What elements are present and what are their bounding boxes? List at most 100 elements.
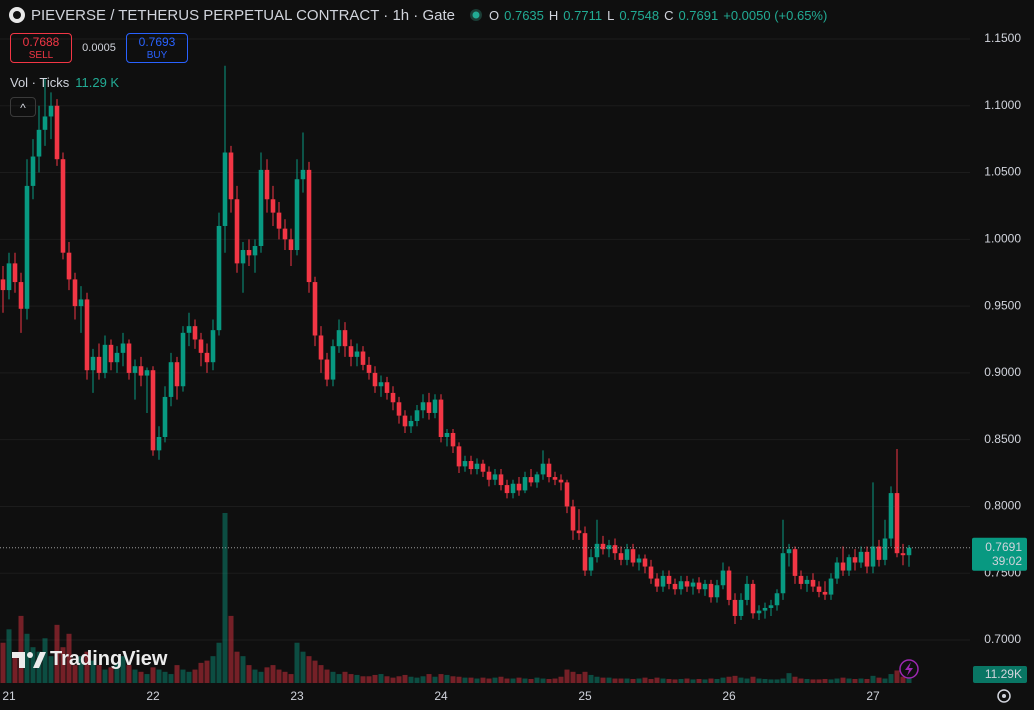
candle-body: [60, 159, 66, 253]
volume-bar: [732, 675, 738, 683]
volume-bar: [306, 656, 312, 683]
ohlc-value: 0.7548: [619, 7, 660, 23]
candle-body: [150, 370, 156, 451]
candle-body: [384, 382, 390, 393]
candle-body: [276, 212, 282, 229]
volume-bar: [756, 678, 762, 683]
ohlc-key: C: [664, 7, 674, 23]
ohlc-value: 0.7635: [504, 7, 544, 23]
volume-bar: [462, 677, 468, 683]
candle-body: [48, 105, 54, 117]
volume-bar: [696, 678, 702, 683]
volume-bar: [42, 638, 48, 683]
volume-bar: [192, 669, 198, 683]
candle-body: [12, 263, 18, 283]
volume-bar: [552, 678, 558, 683]
candle-body: [282, 228, 288, 240]
y-tick-label: 0.9500: [984, 298, 1021, 312]
volume-bar: [372, 674, 378, 683]
candle-body: [198, 339, 204, 353]
candle-body: [372, 372, 378, 387]
volume-bar: [786, 673, 792, 683]
buy-button[interactable]: 0.7693 BUY: [126, 33, 188, 63]
candle-body: [588, 557, 594, 571]
volume-bar: [816, 679, 822, 683]
volume-bar: [906, 677, 912, 683]
volume-bar: [894, 670, 900, 683]
symbol-title[interactable]: PIEVERSE / TETHERUS PERPETUAL CONTRACT ·…: [31, 6, 455, 24]
buy-price: 0.7693: [138, 35, 176, 49]
volume-bar: [282, 671, 288, 683]
candle-body: [798, 575, 804, 584]
volume-bar: [180, 669, 186, 683]
volume-bar: [648, 678, 654, 683]
sell-button[interactable]: 0.7688 SELL: [10, 33, 72, 63]
volume-bar: [18, 615, 24, 683]
candle-body: [618, 553, 624, 560]
volume-bar: [606, 677, 612, 683]
volume-bar: [624, 678, 630, 683]
volume-bar: [48, 656, 54, 683]
volume-bar: [594, 676, 600, 683]
x-tick-label: 26: [722, 689, 736, 703]
change: +0.0050 (+0.65%): [723, 7, 828, 23]
candle-body: [792, 549, 798, 576]
sell-price: 0.7688: [22, 35, 60, 49]
candle-body: [42, 116, 48, 130]
volume-bar: [666, 678, 672, 683]
volume-bar: [342, 671, 348, 683]
candle-body: [138, 366, 144, 376]
x-tick-label: 27: [866, 689, 880, 703]
settings-icon[interactable]: [997, 689, 1011, 703]
volume-bar: [630, 678, 636, 683]
volume-bar: [24, 633, 30, 683]
volume-bar: [84, 651, 90, 683]
candle-body: [648, 566, 654, 579]
volume-bar: [426, 674, 432, 683]
candle-body: [504, 485, 510, 494]
x-tick-label: 24: [434, 689, 448, 703]
collapse-button[interactable]: ^: [10, 97, 36, 117]
candle-body: [66, 252, 72, 280]
volume-bar: [516, 677, 522, 683]
candle-body: [54, 105, 60, 160]
candle-body: [570, 506, 576, 531]
volume-bar: [528, 678, 534, 683]
volume-bar: [378, 674, 384, 683]
volume-axis-label: 11.29K: [985, 667, 1022, 681]
volume-bar: [198, 662, 204, 683]
volume-bar: [420, 676, 426, 683]
volume-bar: [570, 671, 576, 683]
volume-bar: [156, 669, 162, 683]
candle-body: [582, 533, 588, 571]
volume-bar: [204, 660, 210, 683]
volume-bar: [726, 676, 732, 683]
candle-body: [702, 583, 708, 590]
volume-bar: [846, 678, 852, 683]
volume-bar: [162, 671, 168, 683]
volume-bar: [576, 674, 582, 683]
candle-body: [402, 415, 408, 427]
last-price-label: 0.7691: [985, 540, 1022, 554]
volume-bar: [96, 665, 102, 683]
volume-bar: [222, 513, 228, 683]
volume-bar: [876, 677, 882, 683]
candle-body: [828, 578, 834, 595]
x-tick-label: 22: [146, 689, 160, 703]
volume-bar: [780, 678, 786, 683]
ohlc-key: O: [489, 7, 500, 23]
candle-body: [420, 402, 426, 411]
volume-bar: [744, 678, 750, 683]
ohlc-key: H: [548, 7, 559, 23]
ohlc-value: 0.7691: [678, 7, 719, 23]
candle-body: [636, 558, 642, 563]
candle-body: [342, 330, 348, 347]
volume-bar: [618, 678, 624, 683]
candle-body: [714, 585, 720, 598]
candle-body: [840, 562, 846, 571]
candle-body: [498, 474, 504, 486]
candle-body: [270, 199, 276, 213]
candle-body: [708, 583, 714, 598]
x-tick-label: 25: [578, 689, 592, 703]
replay-icon[interactable]: [899, 659, 919, 679]
